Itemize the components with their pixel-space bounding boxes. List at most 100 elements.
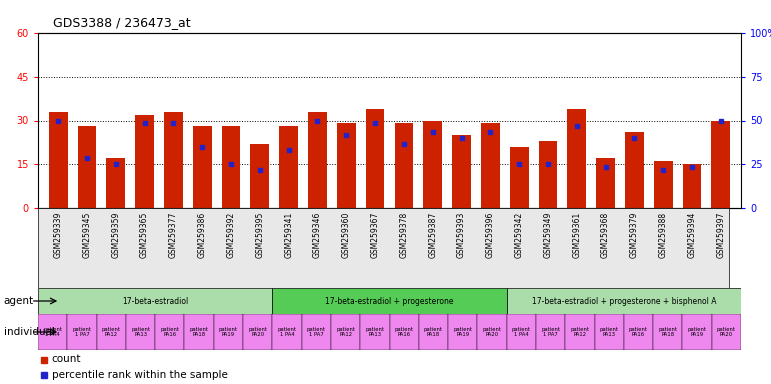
Bar: [423, 121, 442, 208]
Bar: [682, 164, 702, 208]
Text: patient
PA18: patient PA18: [190, 327, 209, 337]
Text: patient
PA13: patient PA13: [600, 327, 618, 337]
Bar: [67, 314, 96, 350]
Text: individual: individual: [4, 327, 55, 337]
Bar: [301, 314, 331, 350]
Bar: [331, 314, 360, 350]
Text: 17-beta-estradiol + progesterone + bisphenol A: 17-beta-estradiol + progesterone + bisph…: [531, 296, 716, 306]
Bar: [448, 314, 477, 350]
Bar: [419, 314, 448, 350]
Text: agent: agent: [4, 296, 34, 306]
Text: patient
PA16: patient PA16: [395, 327, 414, 337]
Text: patient
PA12: patient PA12: [571, 327, 589, 337]
Text: patient
1 PA4: patient 1 PA4: [512, 327, 530, 337]
Text: GSM259394: GSM259394: [688, 212, 696, 258]
Bar: [308, 112, 327, 208]
Bar: [155, 314, 184, 350]
Bar: [712, 121, 730, 208]
Text: patient
PA13: patient PA13: [365, 327, 385, 337]
Bar: [96, 314, 126, 350]
Text: GSM259395: GSM259395: [255, 212, 264, 258]
Bar: [106, 159, 125, 208]
Bar: [193, 126, 211, 208]
Bar: [452, 135, 471, 208]
Bar: [539, 141, 557, 208]
Bar: [272, 314, 301, 350]
Text: GSM259349: GSM259349: [544, 212, 553, 258]
Bar: [164, 112, 183, 208]
Bar: [682, 314, 712, 350]
Bar: [712, 314, 741, 350]
Text: patient
PA19: patient PA19: [688, 327, 706, 337]
Bar: [653, 314, 682, 350]
Text: GSM259397: GSM259397: [716, 212, 726, 258]
Text: GSM259367: GSM259367: [371, 212, 379, 258]
Text: count: count: [52, 354, 81, 364]
Bar: [38, 314, 67, 350]
Bar: [222, 126, 241, 208]
Text: patient
PA16: patient PA16: [160, 327, 180, 337]
Text: patient
1 PA7: patient 1 PA7: [307, 327, 326, 337]
Bar: [654, 161, 672, 208]
Text: GSM259361: GSM259361: [572, 212, 581, 258]
Bar: [78, 126, 96, 208]
Bar: [624, 314, 653, 350]
Text: patient
1 PA4: patient 1 PA4: [278, 327, 297, 337]
Bar: [49, 112, 68, 208]
Text: GSM259339: GSM259339: [54, 212, 62, 258]
Text: 17-beta-estradiol: 17-beta-estradiol: [122, 296, 188, 306]
Bar: [365, 109, 385, 208]
Text: patient
PA19: patient PA19: [219, 327, 238, 337]
Text: GSM259345: GSM259345: [82, 212, 92, 258]
Text: patient
PA16: patient PA16: [629, 327, 648, 337]
Bar: [243, 314, 272, 350]
Bar: [360, 314, 389, 350]
Text: patient
PA18: patient PA18: [424, 327, 443, 337]
Text: GSM259392: GSM259392: [227, 212, 235, 258]
Text: GSM259378: GSM259378: [399, 212, 409, 258]
Bar: [481, 123, 500, 208]
Text: patient
PA19: patient PA19: [453, 327, 472, 337]
Bar: [184, 314, 214, 350]
Bar: [565, 314, 594, 350]
Bar: [38, 288, 272, 314]
Text: GSM259346: GSM259346: [313, 212, 322, 258]
Text: GSM259360: GSM259360: [342, 212, 351, 258]
Text: 17-beta-estradiol + progesterone: 17-beta-estradiol + progesterone: [325, 296, 454, 306]
Text: patient
PA20: patient PA20: [483, 327, 501, 337]
Text: patient
PA12: patient PA12: [336, 327, 355, 337]
Text: GSM259341: GSM259341: [284, 212, 293, 258]
Text: GDS3388 / 236473_at: GDS3388 / 236473_at: [53, 16, 191, 29]
Bar: [126, 314, 155, 350]
Text: GSM259365: GSM259365: [140, 212, 149, 258]
Text: GSM259388: GSM259388: [658, 212, 668, 258]
Text: GSM259368: GSM259368: [601, 212, 610, 258]
Text: patient
1 PA7: patient 1 PA7: [72, 327, 92, 337]
Bar: [395, 123, 413, 208]
Bar: [389, 314, 419, 350]
Text: GSM259396: GSM259396: [486, 212, 495, 258]
Text: GSM259379: GSM259379: [630, 212, 639, 258]
Bar: [625, 132, 644, 208]
Text: patient
1 PA4: patient 1 PA4: [43, 327, 62, 337]
Text: patient
PA18: patient PA18: [658, 327, 677, 337]
Text: patient
PA20: patient PA20: [717, 327, 736, 337]
Text: GSM259359: GSM259359: [111, 212, 120, 258]
Text: GSM259387: GSM259387: [428, 212, 437, 258]
Bar: [507, 288, 741, 314]
Bar: [251, 144, 269, 208]
Bar: [536, 314, 565, 350]
Bar: [594, 314, 624, 350]
Bar: [135, 115, 154, 208]
Bar: [337, 123, 355, 208]
Text: patient
1 PA7: patient 1 PA7: [541, 327, 560, 337]
Text: percentile rank within the sample: percentile rank within the sample: [52, 369, 227, 379]
Bar: [567, 109, 586, 208]
Bar: [596, 159, 615, 208]
Text: patient
PA12: patient PA12: [102, 327, 121, 337]
Text: GSM259342: GSM259342: [515, 212, 524, 258]
Bar: [507, 314, 536, 350]
Text: patient
PA20: patient PA20: [248, 327, 268, 337]
Bar: [272, 288, 507, 314]
Text: GSM259377: GSM259377: [169, 212, 178, 258]
